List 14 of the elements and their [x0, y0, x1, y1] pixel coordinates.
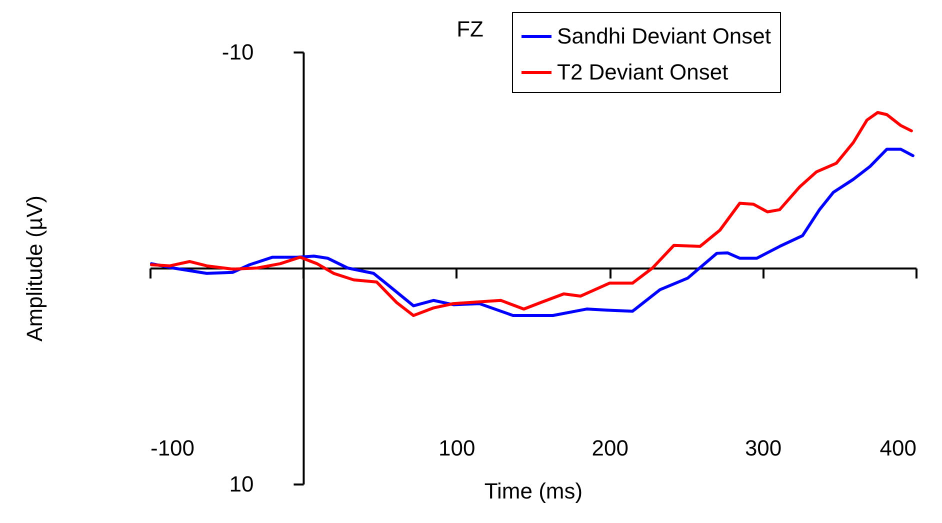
line-series — [150, 110, 913, 318]
x-tick-label: 300 — [744, 436, 782, 460]
y-axis-title: Amplitude (µV) — [22, 196, 47, 342]
x-tick-label: -100 — [150, 436, 195, 460]
chart-title: FZ — [456, 16, 484, 42]
x-tick-label: 200 — [592, 436, 628, 460]
y-tick-label: -10 — [222, 40, 254, 64]
x-tick-label: 400 — [880, 436, 916, 460]
legend-label: Sandhi Deviant Onset — [557, 24, 772, 48]
y-tick-label: 10 — [229, 472, 254, 496]
line-series — [150, 148, 914, 318]
x-tick-label: 100 — [438, 436, 476, 460]
x-axis-title: Time (ms) — [484, 478, 583, 504]
legend-label: T2 Deviant Onset — [557, 60, 728, 84]
